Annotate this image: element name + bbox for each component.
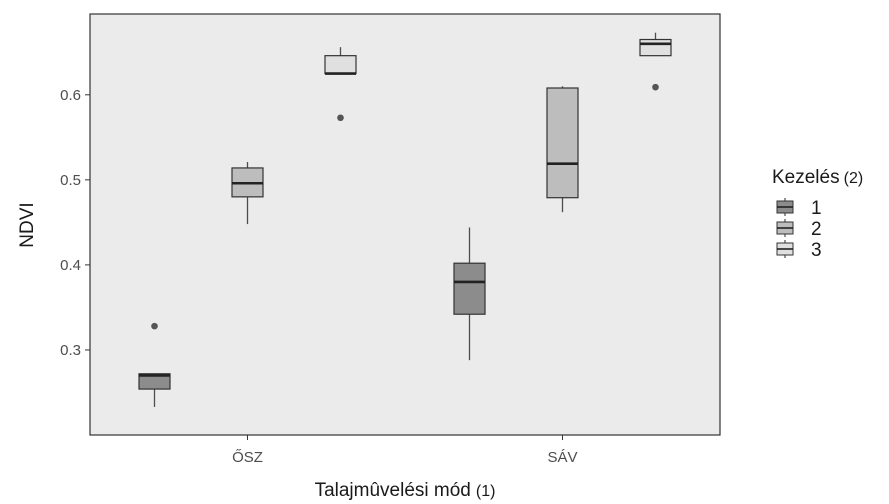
box-SÁV-3 xyxy=(639,32,672,91)
legend-title-main: Kezelés xyxy=(772,167,840,188)
legend-key-1 xyxy=(776,198,794,216)
y-axis-title: NDVI xyxy=(17,202,38,247)
x-tick-label: ŐSZ xyxy=(232,449,263,466)
box-SÁV-1 xyxy=(453,227,486,361)
legend-label: 3 xyxy=(811,240,822,261)
box-ŐSZ-1 xyxy=(138,322,171,407)
box-series xyxy=(138,32,672,407)
plot-panel xyxy=(89,13,721,436)
x-axis-title: Talajmûvelési mód (1) xyxy=(315,480,496,501)
outlier-point xyxy=(151,322,158,330)
x-axis-ticks: ŐSZ SÁV xyxy=(232,435,578,466)
box-iqr xyxy=(138,373,171,390)
legend-key-3 xyxy=(776,240,794,258)
y-tick-label: 0.3 xyxy=(60,342,81,359)
legend-label: 1 xyxy=(811,198,822,219)
y-tick-label: 0.4 xyxy=(60,257,81,274)
y-axis-ticks: 0.3 0.4 0.5 0.6 xyxy=(60,87,90,359)
box-iqr xyxy=(546,87,579,199)
x-axis-title-suffix: (1) xyxy=(476,483,496,500)
box-SÁV-2 xyxy=(546,86,579,213)
legend-title: Kezelés (2) xyxy=(772,167,863,188)
outlier-point xyxy=(337,114,344,122)
legend: 123 xyxy=(776,198,822,261)
legend-key-2 xyxy=(776,219,794,237)
y-tick-label: 0.6 xyxy=(60,87,81,104)
x-tick-label: SÁV xyxy=(547,449,577,466)
box-iqr xyxy=(453,262,486,315)
legend-label: 2 xyxy=(811,219,822,240)
box-iqr xyxy=(639,38,672,57)
y-tick-label: 0.5 xyxy=(60,172,81,189)
box-ŐSZ-2 xyxy=(231,161,264,225)
legend-title-suffix: (2) xyxy=(844,170,864,187)
box-iqr xyxy=(324,55,357,75)
outlier-point xyxy=(652,83,659,91)
x-axis-title-main: Talajmûvelési mód xyxy=(315,480,471,501)
box-ŐSZ-3 xyxy=(324,47,357,122)
